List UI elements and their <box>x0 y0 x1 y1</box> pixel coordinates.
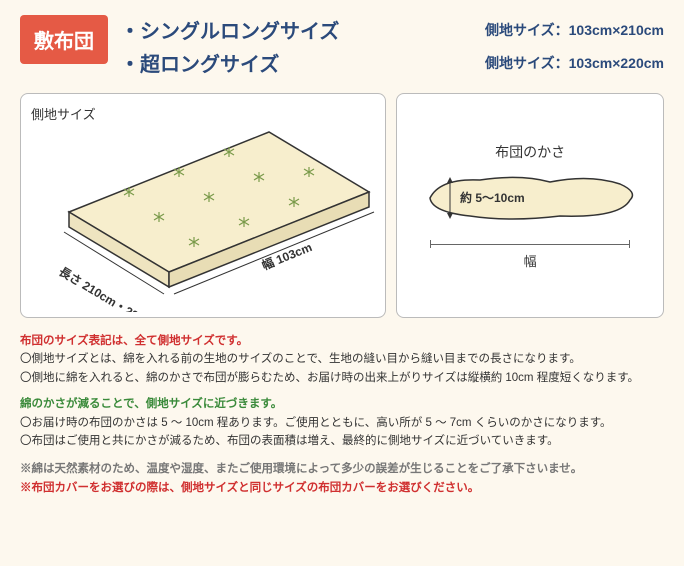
kasa-value: 約 5〜10cm <box>460 190 525 205</box>
size-main: ・シングルロングサイズ <box>120 15 485 44</box>
note-line: 〇布団はご使用と共にかさが減るため、布団の表面積は増え、最終的に側地サイズに近づ… <box>20 432 664 450</box>
panels: 側地サイズ 長さ 210cm・220cm <box>20 93 664 318</box>
kasa-diagram: 約 5〜10cm <box>420 172 640 224</box>
panel-left: 側地サイズ 長さ 210cm・220cm <box>20 93 386 318</box>
size-sub: 側地サイズ：103cm×220cm <box>485 53 664 73</box>
size-list: ・シングルロングサイズ 側地サイズ：103cm×210cm ・超ロングサイズ 側… <box>120 15 664 81</box>
size-row: ・超ロングサイズ 側地サイズ：103cm×220cm <box>120 48 664 77</box>
note-line: 〇お届け時の布団のかさは 5 〜 10cm 程あります。ご使用とともに、高い所が… <box>20 414 664 432</box>
header: 敷布団 ・シングルロングサイズ 側地サイズ：103cm×210cm ・超ロングサ… <box>20 15 664 81</box>
panel-left-title: 側地サイズ <box>31 104 375 123</box>
kasa-width-line <box>430 244 630 245</box>
note-cover: ※布団カバーをお選びの際は、側地サイズと同じサイズの布団カバーをお選びください。 <box>20 479 664 497</box>
size-main: ・超ロングサイズ <box>120 48 485 77</box>
note-line: 〇側地サイズとは、綿を入れる前の生地のサイズのことで、生地の縫い目から縫い目まで… <box>20 350 664 368</box>
futon-diagram: 長さ 210cm・220cm 幅 103cm <box>29 122 389 312</box>
note-heading-1: 布団のサイズ表記は、全て側地サイズです。 <box>20 332 664 350</box>
kasa-title: 布団のかさ <box>495 142 565 162</box>
size-row: ・シングルロングサイズ 側地サイズ：103cm×210cm <box>120 15 664 44</box>
size-sub: 側地サイズ：103cm×210cm <box>485 20 664 40</box>
kasa-haba: 幅 <box>524 251 537 270</box>
product-badge: 敷布団 <box>20 15 108 64</box>
note-heading-2: 綿のかさが減ることで、側地サイズに近づきます。 <box>20 395 664 413</box>
notes: 布団のサイズ表記は、全て側地サイズです。 〇側地サイズとは、綿を入れる前の生地の… <box>20 332 664 497</box>
panel-right: 布団のかさ 約 5〜10cm 幅 <box>396 93 664 318</box>
note-line: 〇側地に綿を入れると、綿のかさで布団が膨らむため、お届け時の出来上がりサイズは縦… <box>20 369 664 387</box>
note-disclaimer: ※綿は天然素材のため、温度や湿度、またご使用環境によって多少の誤差が生じることを… <box>20 460 664 478</box>
